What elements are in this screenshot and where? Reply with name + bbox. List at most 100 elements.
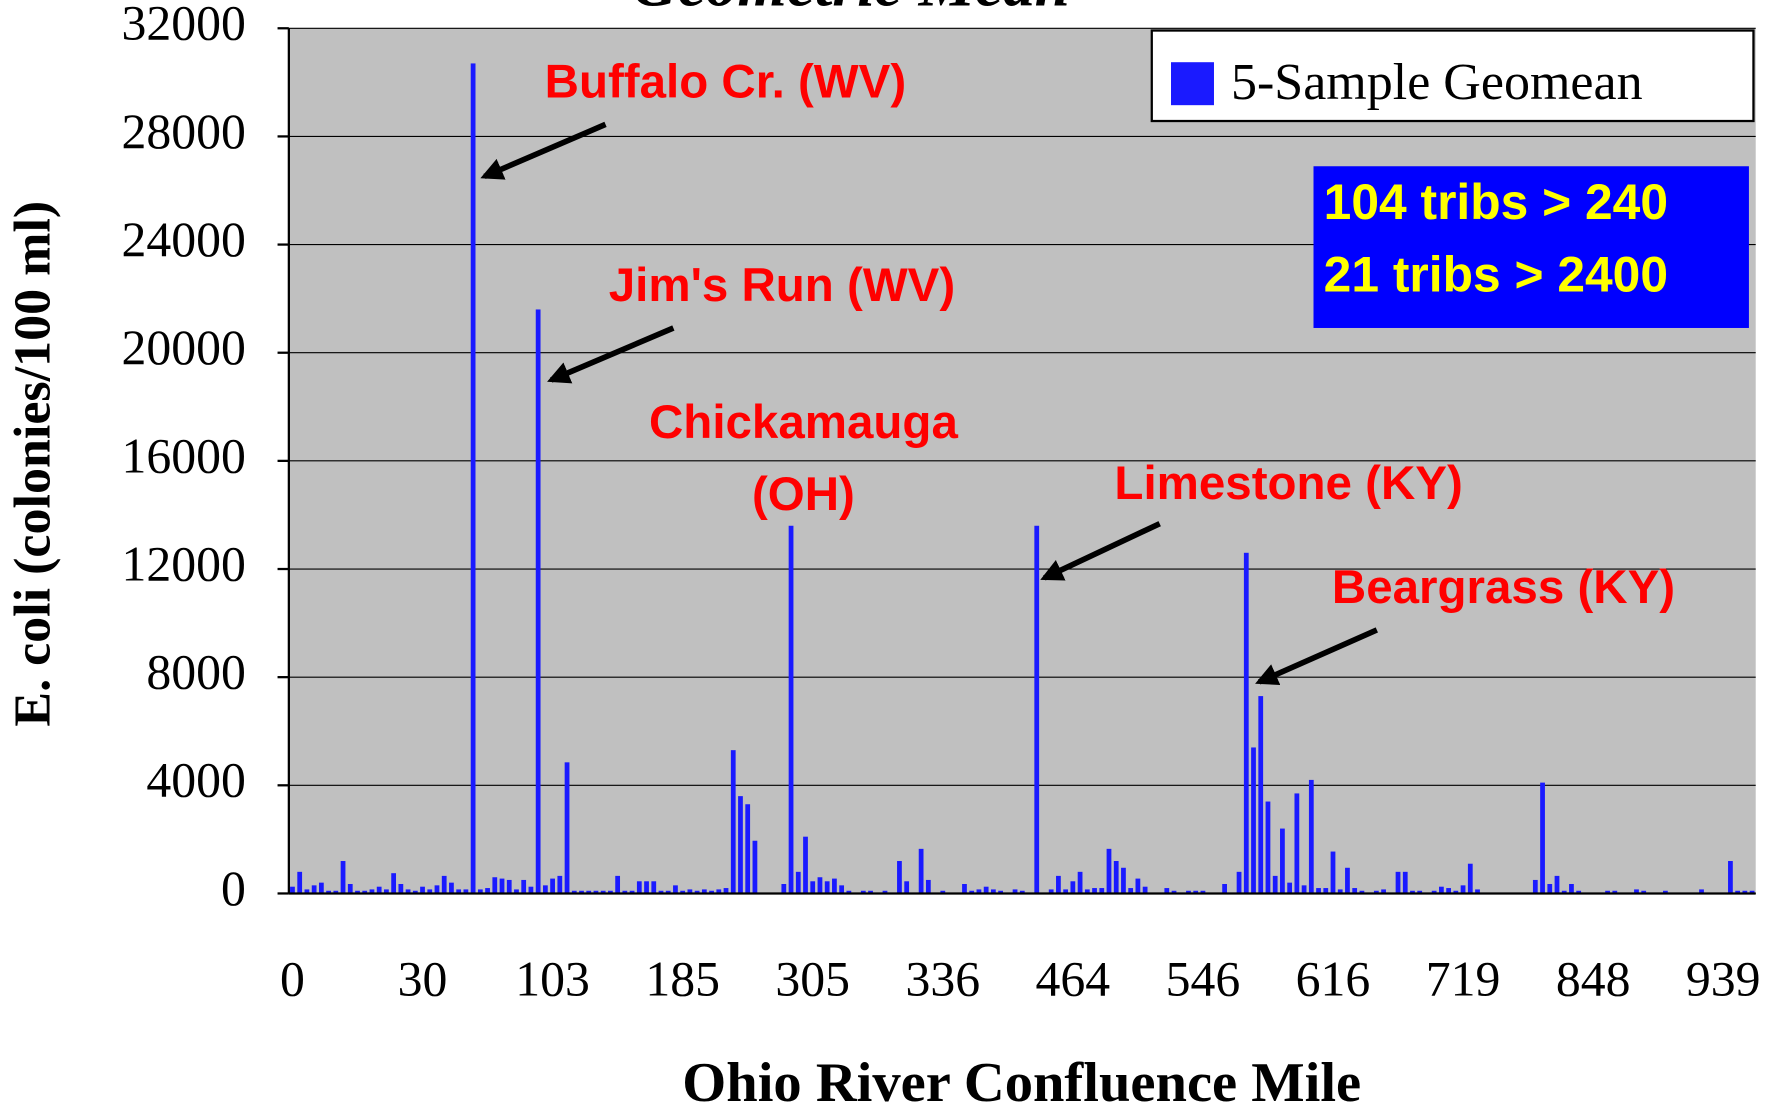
bar	[333, 890, 339, 894]
bar	[1663, 890, 1668, 894]
bar	[644, 881, 649, 894]
bar	[1345, 867, 1350, 894]
bar	[832, 878, 837, 894]
bar	[586, 890, 592, 894]
bar	[1316, 888, 1321, 894]
bar	[1142, 886, 1148, 894]
bar	[846, 890, 852, 894]
bar	[1084, 889, 1090, 894]
bar	[492, 877, 498, 894]
bar	[1099, 888, 1105, 894]
bar	[701, 889, 707, 894]
bar	[477, 889, 483, 894]
bar	[925, 879, 931, 894]
x-tick-label: 185	[645, 951, 720, 1006]
info-text: 21 tribs > 2400	[1324, 246, 1668, 302]
bar	[463, 889, 469, 894]
bar	[550, 878, 555, 894]
bar	[1634, 889, 1639, 894]
bar	[1171, 890, 1177, 894]
bar	[376, 886, 382, 894]
bar	[1330, 851, 1336, 894]
bar	[1308, 779, 1314, 894]
bar	[673, 885, 678, 894]
info-box: 104 tribs > 240 21 tribs > 2400	[1313, 166, 1749, 328]
bar	[1569, 883, 1574, 894]
legend-box	[1150, 29, 1755, 123]
bar	[499, 878, 505, 894]
x-tick-label: 336	[905, 951, 980, 1006]
bar	[369, 889, 375, 894]
bar	[1410, 890, 1415, 894]
y-tick-label: 12000	[121, 536, 245, 591]
chart-title: Geometric Mean	[632, 0, 1070, 19]
bar	[564, 762, 570, 894]
legend: 5-Sample Geomean	[1150, 29, 1755, 123]
bar	[810, 881, 816, 894]
bar	[528, 886, 534, 894]
bar	[795, 871, 801, 894]
bar	[579, 890, 584, 894]
y-tick-label: 20000	[121, 320, 245, 375]
bar	[860, 890, 866, 894]
bar	[745, 804, 751, 894]
bar	[1121, 867, 1126, 894]
info-box-bg	[1313, 166, 1749, 328]
bar	[868, 890, 873, 894]
bar	[1460, 885, 1466, 894]
bar	[636, 881, 642, 894]
bar	[730, 750, 736, 894]
bar	[405, 889, 411, 894]
bar	[918, 848, 924, 894]
x-tick-label: 616	[1296, 951, 1371, 1006]
bar	[904, 881, 910, 894]
bar	[441, 875, 447, 894]
bar	[1113, 861, 1119, 894]
bar	[1070, 881, 1076, 894]
bar	[990, 889, 996, 894]
bar	[1034, 525, 1040, 894]
bar	[803, 836, 808, 894]
bar	[1554, 875, 1560, 894]
bar	[615, 875, 621, 894]
bar	[1605, 890, 1610, 894]
bar	[456, 889, 462, 894]
bar	[1561, 890, 1567, 894]
arrow	[547, 325, 675, 384]
bar	[557, 875, 563, 894]
annotation: Limestone (KY)	[1114, 457, 1462, 510]
y-tick-label: 24000	[121, 212, 245, 267]
bar	[1258, 696, 1264, 894]
bar	[290, 886, 295, 894]
bar	[1742, 890, 1748, 894]
bar	[680, 890, 686, 894]
y-tick-label: 0	[221, 861, 246, 916]
bar	[781, 883, 787, 894]
bar	[1323, 888, 1329, 894]
bar	[391, 873, 397, 894]
bar	[1532, 879, 1538, 894]
y-tick-label: 4000	[146, 753, 246, 808]
bar	[1272, 875, 1278, 894]
bar	[1641, 890, 1647, 894]
bar	[1048, 889, 1054, 894]
bar	[297, 871, 303, 894]
bar	[1280, 828, 1285, 894]
bar	[1547, 883, 1553, 894]
bar	[694, 890, 700, 894]
bar	[1540, 782, 1545, 894]
bar	[665, 890, 671, 894]
bar	[1352, 888, 1358, 894]
bar	[752, 840, 758, 894]
bar	[738, 796, 743, 894]
bar	[1359, 890, 1365, 894]
bar	[311, 885, 317, 894]
bar	[304, 889, 310, 894]
annotation: (OH)	[752, 468, 855, 521]
x-tick-label: 848	[1556, 951, 1631, 1006]
bar	[571, 890, 577, 894]
bar	[398, 883, 404, 894]
y-tick-label: 8000	[146, 645, 246, 700]
bar	[1381, 889, 1386, 894]
